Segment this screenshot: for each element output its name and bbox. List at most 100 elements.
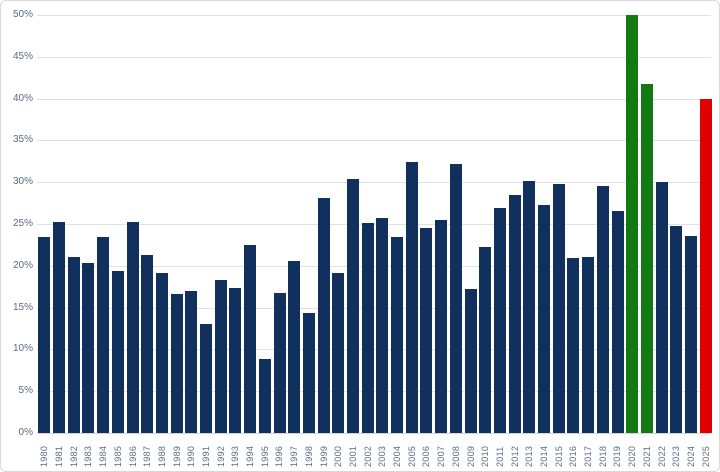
bar-2014[interactable] — [538, 204, 550, 433]
bar-2024[interactable] — [685, 235, 697, 433]
gridline — [37, 140, 711, 142]
bar-1991[interactable] — [200, 324, 212, 433]
bar-2023[interactable] — [670, 225, 683, 433]
x-axis-label-1989: 1989 — [171, 445, 182, 467]
bar-1983[interactable] — [82, 262, 95, 433]
bar-2012[interactable] — [508, 194, 521, 433]
x-axis-label-2005: 2005 — [406, 445, 417, 467]
x-axis-label-1980: 1980 — [39, 445, 50, 467]
bar-2021[interactable] — [640, 84, 653, 433]
x-axis-label-2012: 2012 — [509, 445, 520, 467]
x-axis-label-1990: 1990 — [186, 445, 197, 467]
bar-1981[interactable] — [53, 221, 65, 433]
bar-2013[interactable] — [523, 180, 536, 433]
x-axis-label-2011: 2011 — [494, 446, 505, 467]
gridline — [37, 182, 711, 184]
bar-1982[interactable] — [67, 257, 80, 433]
x-axis-label-2008: 2008 — [450, 445, 461, 467]
x-axis-label-2000: 2000 — [333, 445, 344, 467]
gridline — [37, 349, 711, 351]
gridline — [37, 98, 711, 100]
x-axis-label-1988: 1988 — [156, 445, 167, 467]
bar-2019[interactable] — [611, 210, 624, 433]
bar-1995[interactable] — [258, 359, 271, 433]
x-axis-label-2018: 2018 — [597, 445, 608, 467]
x-axis-label-1997: 1997 — [289, 445, 300, 467]
bar-2004[interactable] — [391, 236, 403, 433]
x-axis-label-1985: 1985 — [112, 445, 123, 467]
x-axis-label-2006: 2006 — [421, 445, 432, 467]
x-axis-label-2024: 2024 — [685, 445, 696, 467]
y-axis-label: 20% — [12, 259, 33, 271]
bar-1993[interactable] — [229, 288, 242, 433]
x-axis-label-1986: 1986 — [127, 445, 138, 467]
gridline — [37, 56, 711, 58]
x-axis-label-1982: 1982 — [68, 445, 79, 467]
bar-1997[interactable] — [288, 260, 301, 433]
bar-1998[interactable] — [302, 312, 315, 433]
x-axis-label-2009: 2009 — [465, 445, 476, 467]
y-axis-label: 30% — [12, 176, 33, 188]
bar-2007[interactable] — [435, 219, 448, 433]
bar-1999[interactable] — [317, 198, 330, 433]
x-axis-label-1999: 1999 — [318, 445, 329, 467]
x-axis-label-1993: 1993 — [230, 445, 241, 467]
x-axis-label-2004: 2004 — [392, 445, 403, 467]
bar-2001[interactable] — [347, 178, 359, 433]
x-axis-label-2022: 2022 — [656, 445, 667, 467]
bar-1980[interactable] — [38, 237, 51, 433]
x-axis-label-2013: 2013 — [524, 445, 535, 467]
x-axis-label-2010: 2010 — [480, 445, 491, 467]
bar-2015[interactable] — [552, 183, 565, 433]
y-axis-label: 45% — [12, 50, 33, 62]
gridline — [37, 307, 711, 309]
bar-2006[interactable] — [420, 228, 433, 433]
x-axis-label-2016: 2016 — [568, 445, 579, 467]
bar-2020[interactable] — [626, 15, 639, 433]
plot-area — [37, 15, 713, 434]
bar-1994[interactable] — [244, 244, 257, 433]
bar-1996[interactable] — [273, 293, 286, 433]
bar-2022[interactable] — [655, 182, 668, 433]
bar-2011[interactable] — [493, 208, 506, 433]
bar-1985[interactable] — [111, 270, 124, 433]
x-axis-label-2007: 2007 — [436, 445, 447, 467]
bar-2009[interactable] — [464, 289, 477, 433]
x-axis-label-1981: 1981 — [54, 445, 65, 467]
y-axis-label: 5% — [18, 385, 33, 397]
bar-2025[interactable] — [699, 98, 712, 433]
bar-2008[interactable] — [449, 163, 462, 433]
bar-1986[interactable] — [126, 222, 139, 433]
bar-2016[interactable] — [567, 258, 580, 433]
bar-2017[interactable] — [582, 256, 595, 433]
x-axis-label-2021: 2021 — [641, 445, 652, 467]
bar-1990[interactable] — [185, 290, 198, 433]
bar-2010[interactable] — [479, 247, 492, 433]
x-axis-label-1992: 1992 — [215, 445, 226, 467]
bar-1988[interactable] — [155, 273, 168, 433]
bar-1989[interactable] — [170, 294, 183, 433]
bar-2018[interactable] — [596, 185, 609, 433]
x-axis-label-1996: 1996 — [274, 445, 285, 467]
bar-1992[interactable] — [214, 280, 227, 433]
x-axis-label-2025: 2025 — [700, 445, 711, 467]
x-axis-label-1987: 1987 — [142, 445, 153, 467]
x-axis-label-1984: 1984 — [98, 445, 109, 467]
bar-1984[interactable] — [97, 237, 110, 433]
x-axis-label-2023: 2023 — [671, 445, 682, 467]
y-axis-label: 15% — [12, 301, 33, 313]
bar-2002[interactable] — [361, 223, 374, 433]
y-axis-label: 0% — [18, 427, 33, 438]
x-axis-label-2019: 2019 — [612, 445, 623, 467]
x-axis-label-1991: 1991 — [201, 445, 211, 467]
bar-1987[interactable] — [141, 254, 154, 433]
x-axis-label-2015: 2015 — [553, 445, 564, 467]
bar-2003[interactable] — [376, 218, 389, 433]
bar-2005[interactable] — [405, 162, 418, 433]
x-axis-label-1983: 1983 — [83, 445, 94, 467]
bar-2000[interactable] — [332, 273, 345, 433]
x-axis-label-2002: 2002 — [362, 445, 373, 467]
y-axis-label: 35% — [12, 134, 33, 146]
x-axis-label-1994: 1994 — [245, 445, 256, 467]
